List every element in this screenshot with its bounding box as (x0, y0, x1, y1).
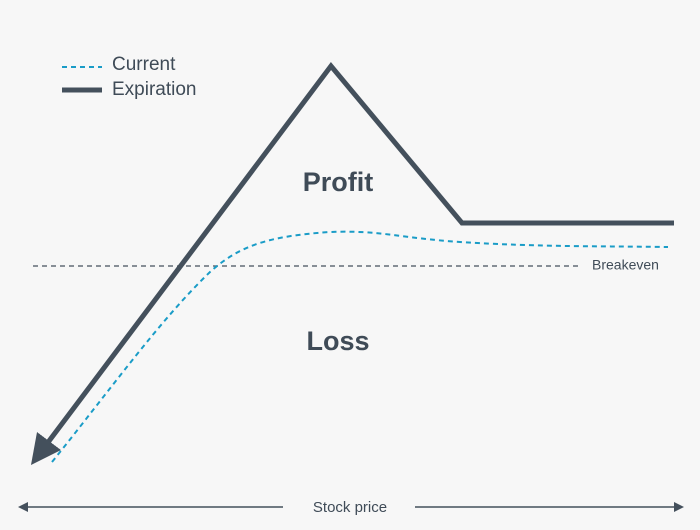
x-axis-label: Stock price (313, 499, 387, 516)
profit-label: Profit (303, 167, 374, 197)
current-curve (51, 230, 669, 463)
legend-expiration-label: Expiration (112, 79, 197, 100)
breakeven-label: Breakeven (592, 257, 659, 273)
loss-label: Loss (306, 326, 369, 356)
expiration-line (30, 61, 674, 465)
legend-current-label: Current (112, 54, 176, 75)
